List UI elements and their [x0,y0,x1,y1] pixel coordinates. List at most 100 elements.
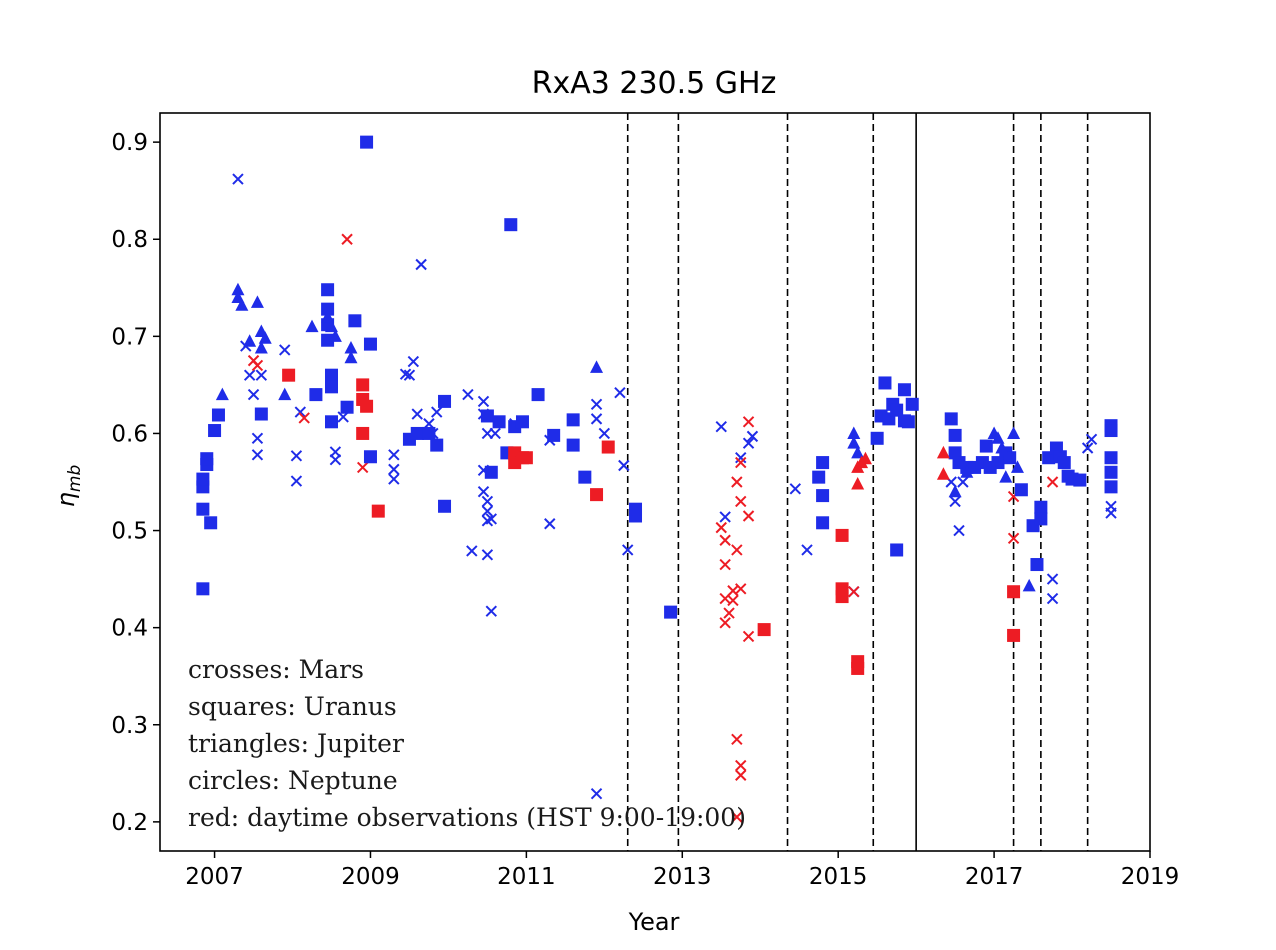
mars-point [431,406,443,418]
mars-point [622,544,634,556]
mars-point [731,476,743,488]
mars-point [388,449,400,461]
mars-point [590,413,603,425]
mars-point [481,495,494,508]
chart-title: RxA3 230.5 GHz [532,66,777,101]
uranus-point [835,590,849,604]
plot-border [159,112,1151,852]
jupiter-point [851,476,865,490]
uranus-point [360,135,374,149]
plot-frame [159,112,1151,852]
uranus-point [519,451,533,465]
mars-point [719,558,731,571]
mars-point [719,534,731,546]
mars-point [949,495,961,508]
uranus-point [363,337,377,351]
mars-point [477,395,490,408]
jupiter-point [305,319,319,333]
uranus-point [430,438,444,452]
uranus-point [515,415,529,429]
mars-point [735,769,747,781]
uranus-point [1030,558,1044,572]
uranus-point [578,470,592,484]
mars-point [1105,507,1117,519]
mars-point [614,386,626,399]
uranus-point [363,450,377,464]
jupiter-point [851,445,865,459]
y-tick-label: 0.9 [111,130,148,156]
uranus-point [1104,465,1118,479]
mars-point [329,453,342,466]
mars-point [957,476,969,488]
mars-point [731,733,743,746]
uranus-point [324,415,338,429]
uranus-point [1007,628,1021,642]
uranus-point [1057,456,1071,470]
y-tick-label: 0.2 [111,810,148,836]
uranus-point [200,452,214,466]
jupiter-point [991,431,1005,444]
x-tick-label: 2009 [341,864,400,890]
uranus-point [324,380,338,394]
uranus-point [309,388,323,402]
mars-point [290,450,303,462]
legend-line-mars: crosses: Mars [188,655,364,684]
mars-point [1046,476,1059,488]
mars-point [590,788,603,800]
jupiter-point [1010,460,1024,473]
uranus-point [321,302,335,316]
mars-point [232,173,244,185]
uranus-point [897,383,911,397]
mars-point [544,518,556,530]
data-points [196,135,1118,823]
reference-lines [626,113,1089,851]
legend-line-neptune: circles: Neptune [188,766,398,795]
mars-point [399,368,412,380]
jupiter-point [250,295,264,308]
mars-point [715,521,727,534]
jupiter-point [590,360,604,373]
uranus-point [812,470,826,484]
uranus-point [944,412,958,426]
mars-point [727,594,739,607]
jupiter-point [215,387,229,401]
mars-point [403,369,416,381]
x-tick-label: 2011 [497,864,556,890]
uranus-point [870,431,884,445]
mars-point [1046,573,1059,585]
x-tick-label: 2015 [809,864,868,890]
uranus-point [816,516,830,530]
mars-point [407,355,420,368]
uranus-point [629,509,643,523]
mars-point [477,486,490,498]
mars-point [489,427,501,440]
uranus-point [492,415,506,429]
mars-point [742,630,755,643]
mars-point [298,412,310,424]
uranus-point [1104,451,1118,465]
uranus-point [208,424,222,438]
uranus-point [547,428,561,442]
mars-point [735,583,747,595]
uranus-point [816,456,830,470]
uranus-point [480,409,494,423]
mars-point [341,233,353,245]
mars-point [731,544,743,556]
jupiter-point [235,298,249,311]
uranus-point [816,489,830,503]
jupiter-point [858,451,872,465]
y-axis-label: ηmb [52,465,85,508]
uranus-point [371,504,385,518]
mars-point [485,513,498,525]
plot-background [160,113,1150,851]
uranus-point [204,516,218,530]
mars-point [848,586,860,598]
uranus-point [566,413,580,427]
mars-point [388,473,400,485]
x-tick-label: 2019 [1121,864,1180,890]
jupiter-point [344,340,358,354]
y-tick-label: 0.3 [111,713,148,739]
x-tick-label: 2017 [965,864,1024,890]
mars-point [481,549,494,561]
mars-point [251,432,264,445]
